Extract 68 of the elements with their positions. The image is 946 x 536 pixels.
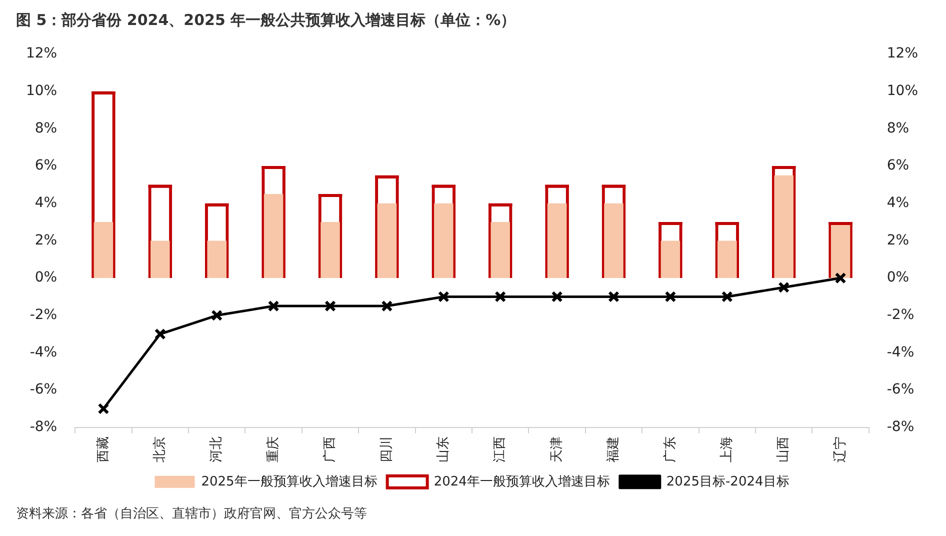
bar [377,203,397,278]
x-tick-label: 天津 [549,436,564,462]
bar [660,240,680,278]
y2-tick-label: 4% [886,195,910,211]
point [834,272,846,284]
x-tick-label: 河北 [209,436,224,462]
y2-tick-label: 6% [886,158,910,174]
y-tick-label: 2% [34,232,58,248]
y-tick-label: -8% [30,419,58,436]
bar [94,222,114,278]
chart-title: 图 5：部分省份 2024、2025 年一般公共预算收入增速目标（单位：%） [16,10,516,29]
y2-tick-label: 10% [886,82,918,99]
y-tick-label: 10% [26,82,58,99]
bar [547,203,567,278]
y2-tick-label: -2% [886,307,914,324]
point [211,310,223,322]
point [268,300,280,312]
x-tick-label: 广西 [322,436,338,462]
bar [718,240,737,278]
x-tick-label: 北京 [152,436,168,462]
point [608,290,620,302]
y2-tick-label: 0% [886,270,910,286]
text: 资料来源：各省（自治区、直辖市）政府官网、官方公众号等 [16,506,367,522]
point [778,282,790,294]
x-tick-label: 福建 [606,436,622,462]
x-tick-label: 上海 [720,436,735,462]
bar [264,194,284,278]
point [324,300,336,312]
y2-tick-label: 2% [886,232,910,248]
legend-label: 2025目标-2024目标 [666,474,790,490]
legend-label: 2024年一般预算收入增速目标 [434,474,610,490]
y-tick-label: 4% [34,195,58,211]
point [154,328,166,340]
y-tick-label: -4% [30,344,58,360]
bar [320,222,340,278]
y2-tick-label: -4% [886,344,914,360]
y-tick-label: 12% [26,46,58,62]
x-tick-label: 广东 [662,436,678,462]
point [721,290,733,302]
point [551,290,563,302]
point [381,300,393,312]
x-tick-label: 江西 [492,436,508,462]
point [494,290,506,302]
x-tick-label: 山西 [776,436,792,462]
x-tick-label: 西藏 [96,436,111,462]
x-tick-label: 四川 [379,436,394,462]
y2-tick-label: 8% [886,120,910,136]
point [664,290,676,302]
y-tick-label: -6% [30,382,58,398]
y-tick-label: 0% [34,270,58,286]
bar [150,240,170,278]
legend-label: 2025年一般预算收入增速目标 [201,474,378,490]
y2-tick-label: 12% [886,46,918,62]
point [438,290,450,302]
bar [207,240,226,278]
bar [774,175,794,278]
y2-tick-label: -6% [886,382,914,398]
x-tick-label: 山东 [436,436,452,462]
y-tick-label: -2% [30,307,58,324]
bar [490,222,510,278]
point [98,402,110,414]
bar [434,203,454,278]
y-tick-label: 6% [34,158,58,174]
x-tick-label: 辽宁 [832,436,848,462]
y-tick-label: 8% [34,120,58,136]
bar [604,203,624,278]
y2-tick-label: -8% [886,419,914,436]
x-tick-label: 重庆 [266,436,281,462]
